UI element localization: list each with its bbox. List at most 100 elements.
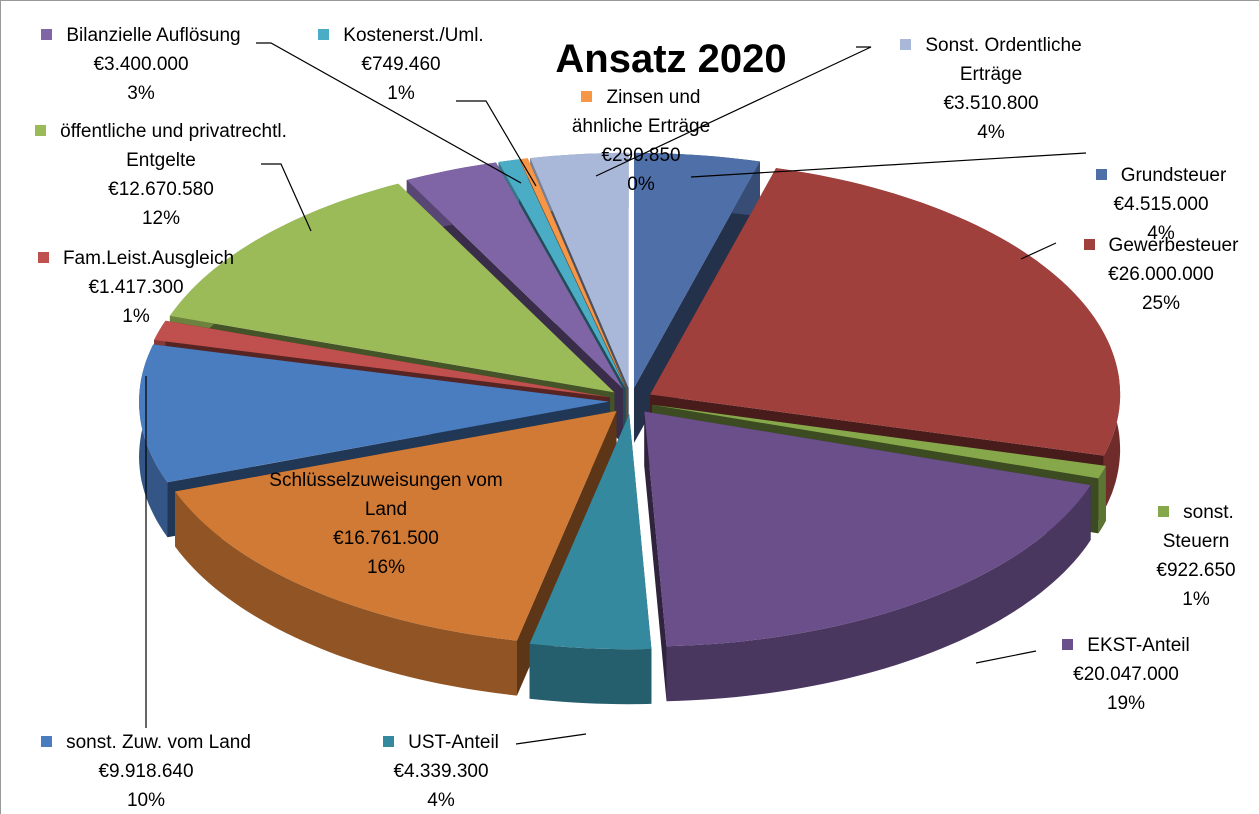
- leader-line: [515, 733, 587, 745]
- percent-label: 25%: [1141, 293, 1181, 314]
- value-label: €9.918.640: [98, 761, 194, 782]
- percent-label: 16%: [366, 557, 406, 578]
- leader-line: [456, 100, 537, 187]
- data-label: Zinsen und ähnliche Erträge €290.850 0%: [546, 83, 736, 199]
- category-label: sonst. Steuern: [1162, 502, 1234, 552]
- percent-label: 10%: [126, 790, 166, 811]
- legend-swatch: [1158, 506, 1170, 517]
- slice: [652, 404, 1106, 479]
- slice: [175, 410, 617, 641]
- slice: [633, 152, 760, 388]
- category-line: Bilanzielle Auflösung: [11, 21, 271, 50]
- leader-line: [595, 46, 872, 177]
- percent-label: 4%: [977, 122, 1005, 143]
- percent-label: 4%: [427, 790, 455, 811]
- data-label: Gewerbesteuer €26.000.000 25%: [1076, 231, 1246, 318]
- slice-wall: [666, 485, 1091, 702]
- legend-swatch: [41, 29, 53, 40]
- category-line: sonst. Steuern: [1146, 498, 1246, 556]
- slice: [139, 344, 610, 483]
- category-line: Sonst. Ordentliche Erträge: [876, 31, 1106, 89]
- percent-label: 4%: [1147, 223, 1175, 244]
- legend-swatch: [383, 736, 395, 747]
- value-label: €749.460: [361, 54, 441, 75]
- data-label: UST-Anteil €4.339.300 4%: [351, 728, 531, 814]
- percent-label: 1%: [387, 83, 415, 104]
- data-label: Schlüsselzuweisungen vom Land €16.761.500…: [266, 466, 506, 582]
- leader-line: [256, 42, 522, 184]
- category-line: EKST-Anteil: [1041, 631, 1211, 660]
- legend-swatch: [41, 736, 53, 747]
- value-label: €16.761.500: [333, 528, 439, 549]
- value-label: €4.515.000: [1113, 194, 1209, 215]
- slice: [644, 411, 1091, 647]
- category-label: Gewerbesteuer: [1108, 235, 1239, 256]
- category-line: Schlüsselzuweisungen vom Land: [266, 466, 506, 524]
- legend-swatch: [581, 91, 593, 102]
- category-line: öffentliche und privatrechtl. Entgelte: [16, 117, 306, 175]
- category-label: Sonst. Ordentliche Erträge: [925, 35, 1082, 85]
- slice: [530, 152, 629, 388]
- percent-label: 19%: [1106, 693, 1146, 714]
- slice-side: [644, 411, 667, 702]
- slice-wall: [1098, 465, 1106, 534]
- legend-swatch: [35, 125, 47, 136]
- category-line: Grundsteuer: [1076, 161, 1246, 190]
- leader-line: [261, 163, 312, 232]
- slice: [519, 158, 627, 389]
- percent-label: 3%: [127, 83, 155, 104]
- slice-wall: [529, 643, 652, 705]
- slice: [406, 162, 623, 389]
- category-label: öffentliche und privatrechtl. Entgelte: [60, 121, 287, 171]
- value-label: €922.650: [1156, 560, 1236, 581]
- legend-swatch: [37, 252, 49, 263]
- category-line: Zinsen und ähnliche Erträge: [546, 83, 736, 141]
- value-label: €290.850: [601, 145, 681, 166]
- data-label: sonst. Steuern €922.650 1%: [1146, 498, 1246, 614]
- slice: [498, 159, 626, 389]
- percent-label: 0%: [627, 174, 655, 195]
- slice: [529, 414, 652, 650]
- category-label: Kostenerst./Uml.: [343, 25, 484, 46]
- category-label: Fam.Leist.Ausgleich: [62, 248, 235, 269]
- value-label: €26.000.000: [1108, 264, 1214, 285]
- data-label: Fam.Leist.Ausgleich €1.417.300 1%: [16, 244, 256, 331]
- category-label: EKST-Anteil: [1087, 635, 1190, 656]
- slice: [650, 168, 1121, 456]
- leader-line: [1020, 242, 1057, 260]
- data-label: EKST-Anteil €20.047.000 19%: [1041, 631, 1211, 718]
- legend-swatch: [1083, 239, 1095, 250]
- data-label: Sonst. Ordentliche Erträge €3.510.800 4%: [876, 31, 1106, 147]
- percent-label: 1%: [122, 306, 150, 327]
- leader-line: [690, 152, 1087, 178]
- leader-line: [975, 650, 1037, 664]
- chart-title: Ansatz 2020: [555, 37, 787, 81]
- category-line: UST-Anteil: [351, 728, 531, 757]
- category-line: Fam.Leist.Ausgleich: [16, 244, 256, 273]
- legend-swatch: [1095, 169, 1107, 180]
- data-label: Kostenerst./Uml. €749.460 1%: [291, 21, 511, 108]
- slice: [169, 183, 615, 393]
- category-label: Grundsteuer: [1120, 165, 1227, 186]
- value-label: €20.047.000: [1073, 664, 1179, 685]
- category-label: Zinsen und ähnliche Erträge: [571, 87, 711, 137]
- category-label: Bilanzielle Auflösung: [66, 25, 241, 46]
- value-label: €1.417.300: [88, 277, 184, 298]
- category-label: Schlüsselzuweisungen vom Land: [269, 470, 503, 520]
- slice: [154, 320, 610, 398]
- value-label: €12.670.580: [108, 179, 214, 200]
- category-label: UST-Anteil: [408, 732, 499, 753]
- legend-swatch: [900, 39, 912, 50]
- category-line: Gewerbesteuer: [1076, 231, 1246, 260]
- value-label: €3.510.800: [943, 93, 1039, 114]
- percent-label: 12%: [141, 208, 181, 229]
- value-label: €4.339.300: [393, 761, 489, 782]
- category-line: sonst. Zuw. vom Land: [11, 728, 281, 757]
- legend-swatch: [318, 29, 330, 40]
- slice-wall: [175, 491, 517, 696]
- category-line: Kostenerst./Uml.: [291, 21, 511, 50]
- percent-label: 1%: [1182, 589, 1210, 610]
- category-label: sonst. Zuw. vom Land: [66, 732, 251, 753]
